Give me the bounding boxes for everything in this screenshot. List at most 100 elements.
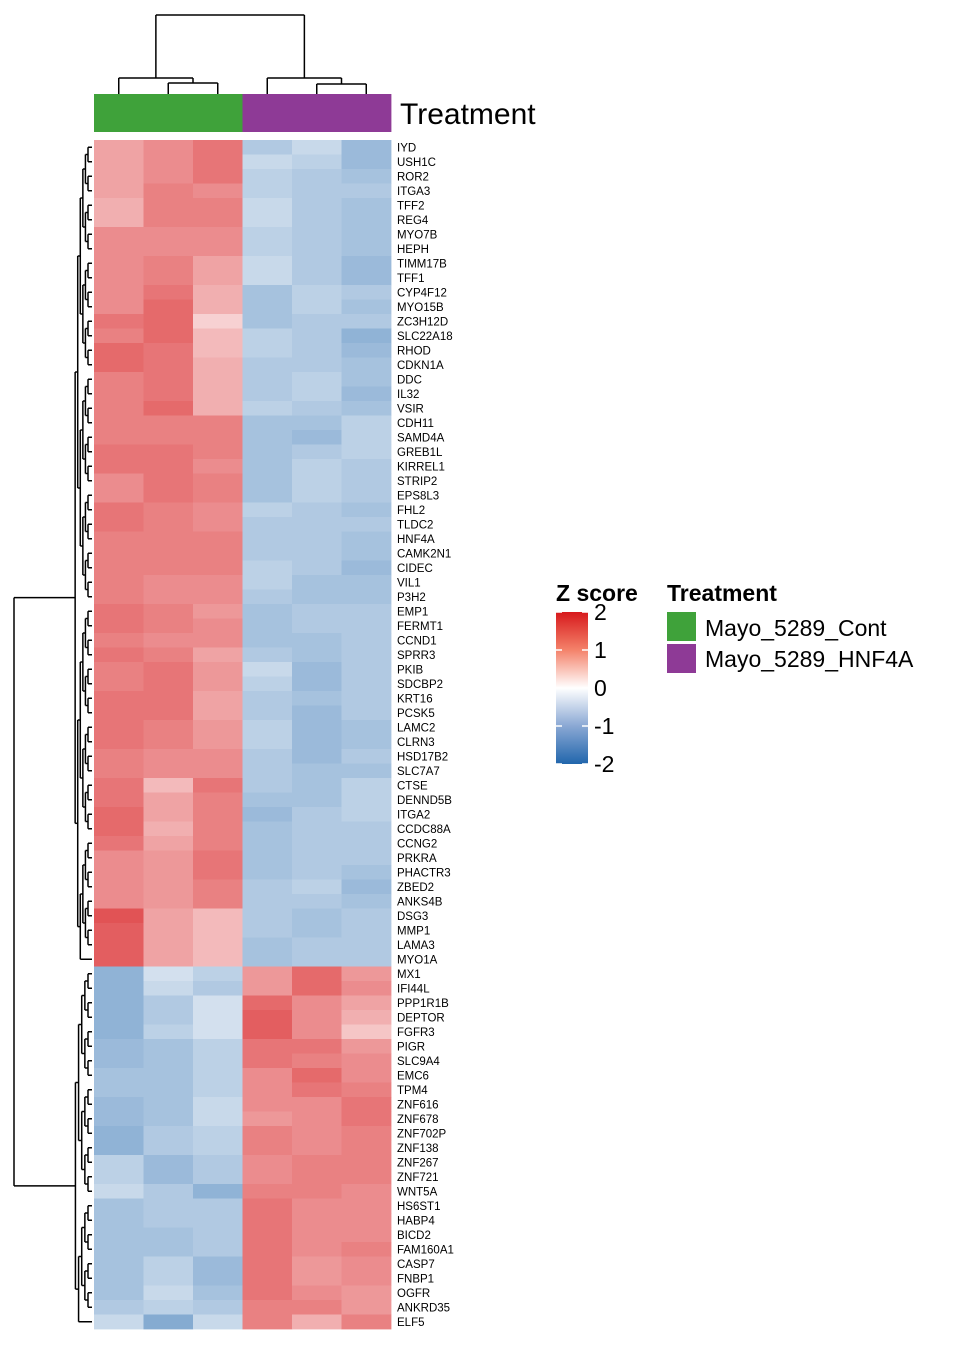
- heatmap-cell: [242, 328, 293, 344]
- heatmap-cell: [193, 1271, 243, 1286]
- heatmap-cell: [242, 995, 293, 1011]
- heatmap-cell: [94, 937, 144, 953]
- heatmap-cell: [341, 444, 392, 460]
- heatmap-cell: [292, 169, 342, 184]
- heatmap-cell: [292, 502, 342, 518]
- heatmap-cell: [94, 372, 144, 387]
- heatmap-cell: [292, 560, 342, 576]
- heatmap-cell: [94, 966, 144, 982]
- heatmap-cell: [143, 314, 194, 329]
- row-label: CCNG2: [397, 838, 437, 850]
- heatmap-cell: [341, 1184, 392, 1199]
- heatmap-cell: [341, 749, 392, 764]
- heatmap-cell: [341, 386, 392, 402]
- heatmap-cell: [193, 1285, 243, 1301]
- heatmap-cell: [341, 720, 392, 735]
- row-label: TLDC2: [397, 519, 433, 531]
- heatmap-cell: [292, 270, 342, 286]
- row-label: EMP1: [397, 606, 428, 618]
- heatmap-cell: [242, 575, 293, 590]
- row-label: STRIP2: [397, 476, 437, 488]
- heatmap-cell: [193, 401, 243, 416]
- heatmap-cell: [292, 1169, 342, 1185]
- heatmap-cell: [341, 879, 392, 895]
- heatmap-cell: [292, 734, 342, 750]
- column-dendrogram: [118, 14, 367, 94]
- heatmap-cell: [94, 778, 144, 793]
- zscore-tick-label: 2: [594, 599, 607, 625]
- heatmap-cell: [242, 734, 293, 750]
- heatmap-cell: [143, 1271, 194, 1286]
- row-label: ANKRD35: [397, 1302, 450, 1314]
- heatmap-cell: [292, 937, 342, 953]
- heatmap-cell: [341, 299, 392, 315]
- heatmap-cell: [193, 647, 243, 663]
- heatmap-cell: [242, 1024, 293, 1040]
- annotation-cell: [193, 94, 243, 132]
- heatmap-cell: [193, 154, 243, 170]
- heatmap-cell: [341, 314, 392, 329]
- heatmap-cell: [143, 1010, 194, 1025]
- heatmap-cell: [94, 995, 144, 1011]
- heatmap-cell: [143, 1155, 194, 1170]
- zscore-tick-label: -1: [594, 713, 614, 739]
- heatmap-cell: [341, 270, 392, 286]
- row-label: FGFR3: [397, 1027, 435, 1039]
- heatmap-cell: [193, 1155, 243, 1170]
- heatmap-cell: [242, 1184, 293, 1199]
- heatmap-cell: [341, 459, 392, 474]
- row-label: TIMM17B: [397, 258, 447, 270]
- heatmap-cell: [94, 1169, 144, 1185]
- heatmap-cell: [292, 227, 342, 242]
- heatmap-cell: [292, 879, 342, 895]
- row-label: VSIR: [397, 403, 424, 415]
- heatmap-cell: [193, 299, 243, 315]
- heatmap-cell: [143, 604, 194, 619]
- heatmap-cell: [242, 1314, 293, 1330]
- row-label: ZNF267: [397, 1157, 439, 1169]
- heatmap-cell: [292, 1097, 342, 1112]
- row-label: ZC3H12D: [397, 316, 448, 328]
- heatmap-cell: [193, 1140, 243, 1156]
- heatmap-cell: [341, 1111, 392, 1127]
- heatmap-cell: [94, 1271, 144, 1286]
- heatmap-cell: [341, 1285, 392, 1301]
- heatmap-cell: [193, 981, 243, 996]
- heatmap-cell: [292, 241, 342, 257]
- heatmap-cell: [341, 328, 392, 344]
- heatmap-cell: [143, 502, 194, 518]
- heatmap-cell: [341, 169, 392, 184]
- heatmap-cell: [143, 212, 194, 228]
- heatmap-cell: [193, 850, 243, 866]
- row-label: DENND5B: [397, 795, 452, 807]
- heatmap-cell: [193, 488, 243, 503]
- row-label: ZBED2: [397, 882, 434, 894]
- heatmap-cell: [94, 183, 144, 199]
- heatmap-cell: [94, 328, 144, 344]
- row-label: ROR2: [397, 171, 429, 183]
- heatmap-cell: [94, 821, 144, 837]
- heatmap-cell: [341, 1155, 392, 1170]
- heatmap-cell: [242, 1111, 293, 1127]
- heatmap-cell: [193, 1169, 243, 1185]
- heatmap-cell: [143, 169, 194, 184]
- heatmap-cell: [242, 676, 293, 692]
- row-label: EMC6: [397, 1070, 429, 1082]
- heatmap-cell: [94, 1314, 144, 1330]
- heatmap-cell: [94, 952, 144, 967]
- heatmap-cell: [94, 1213, 144, 1228]
- heatmap-cell: [193, 1314, 243, 1330]
- heatmap-cell: [292, 865, 342, 880]
- row-label: CCND1: [397, 635, 437, 647]
- heatmap-cell: [242, 850, 293, 866]
- heatmap-cell: [193, 1111, 243, 1127]
- heatmap-cell: [292, 691, 342, 706]
- heatmap-cell: [94, 1039, 144, 1054]
- heatmap-cell: [242, 937, 293, 953]
- heatmap-cell: [143, 488, 194, 503]
- heatmap-cell: [292, 415, 342, 431]
- heatmap-cell: [292, 1053, 342, 1069]
- heatmap-cell: [292, 1068, 342, 1083]
- heatmap-cell: [94, 459, 144, 474]
- heatmap-cell: [193, 459, 243, 474]
